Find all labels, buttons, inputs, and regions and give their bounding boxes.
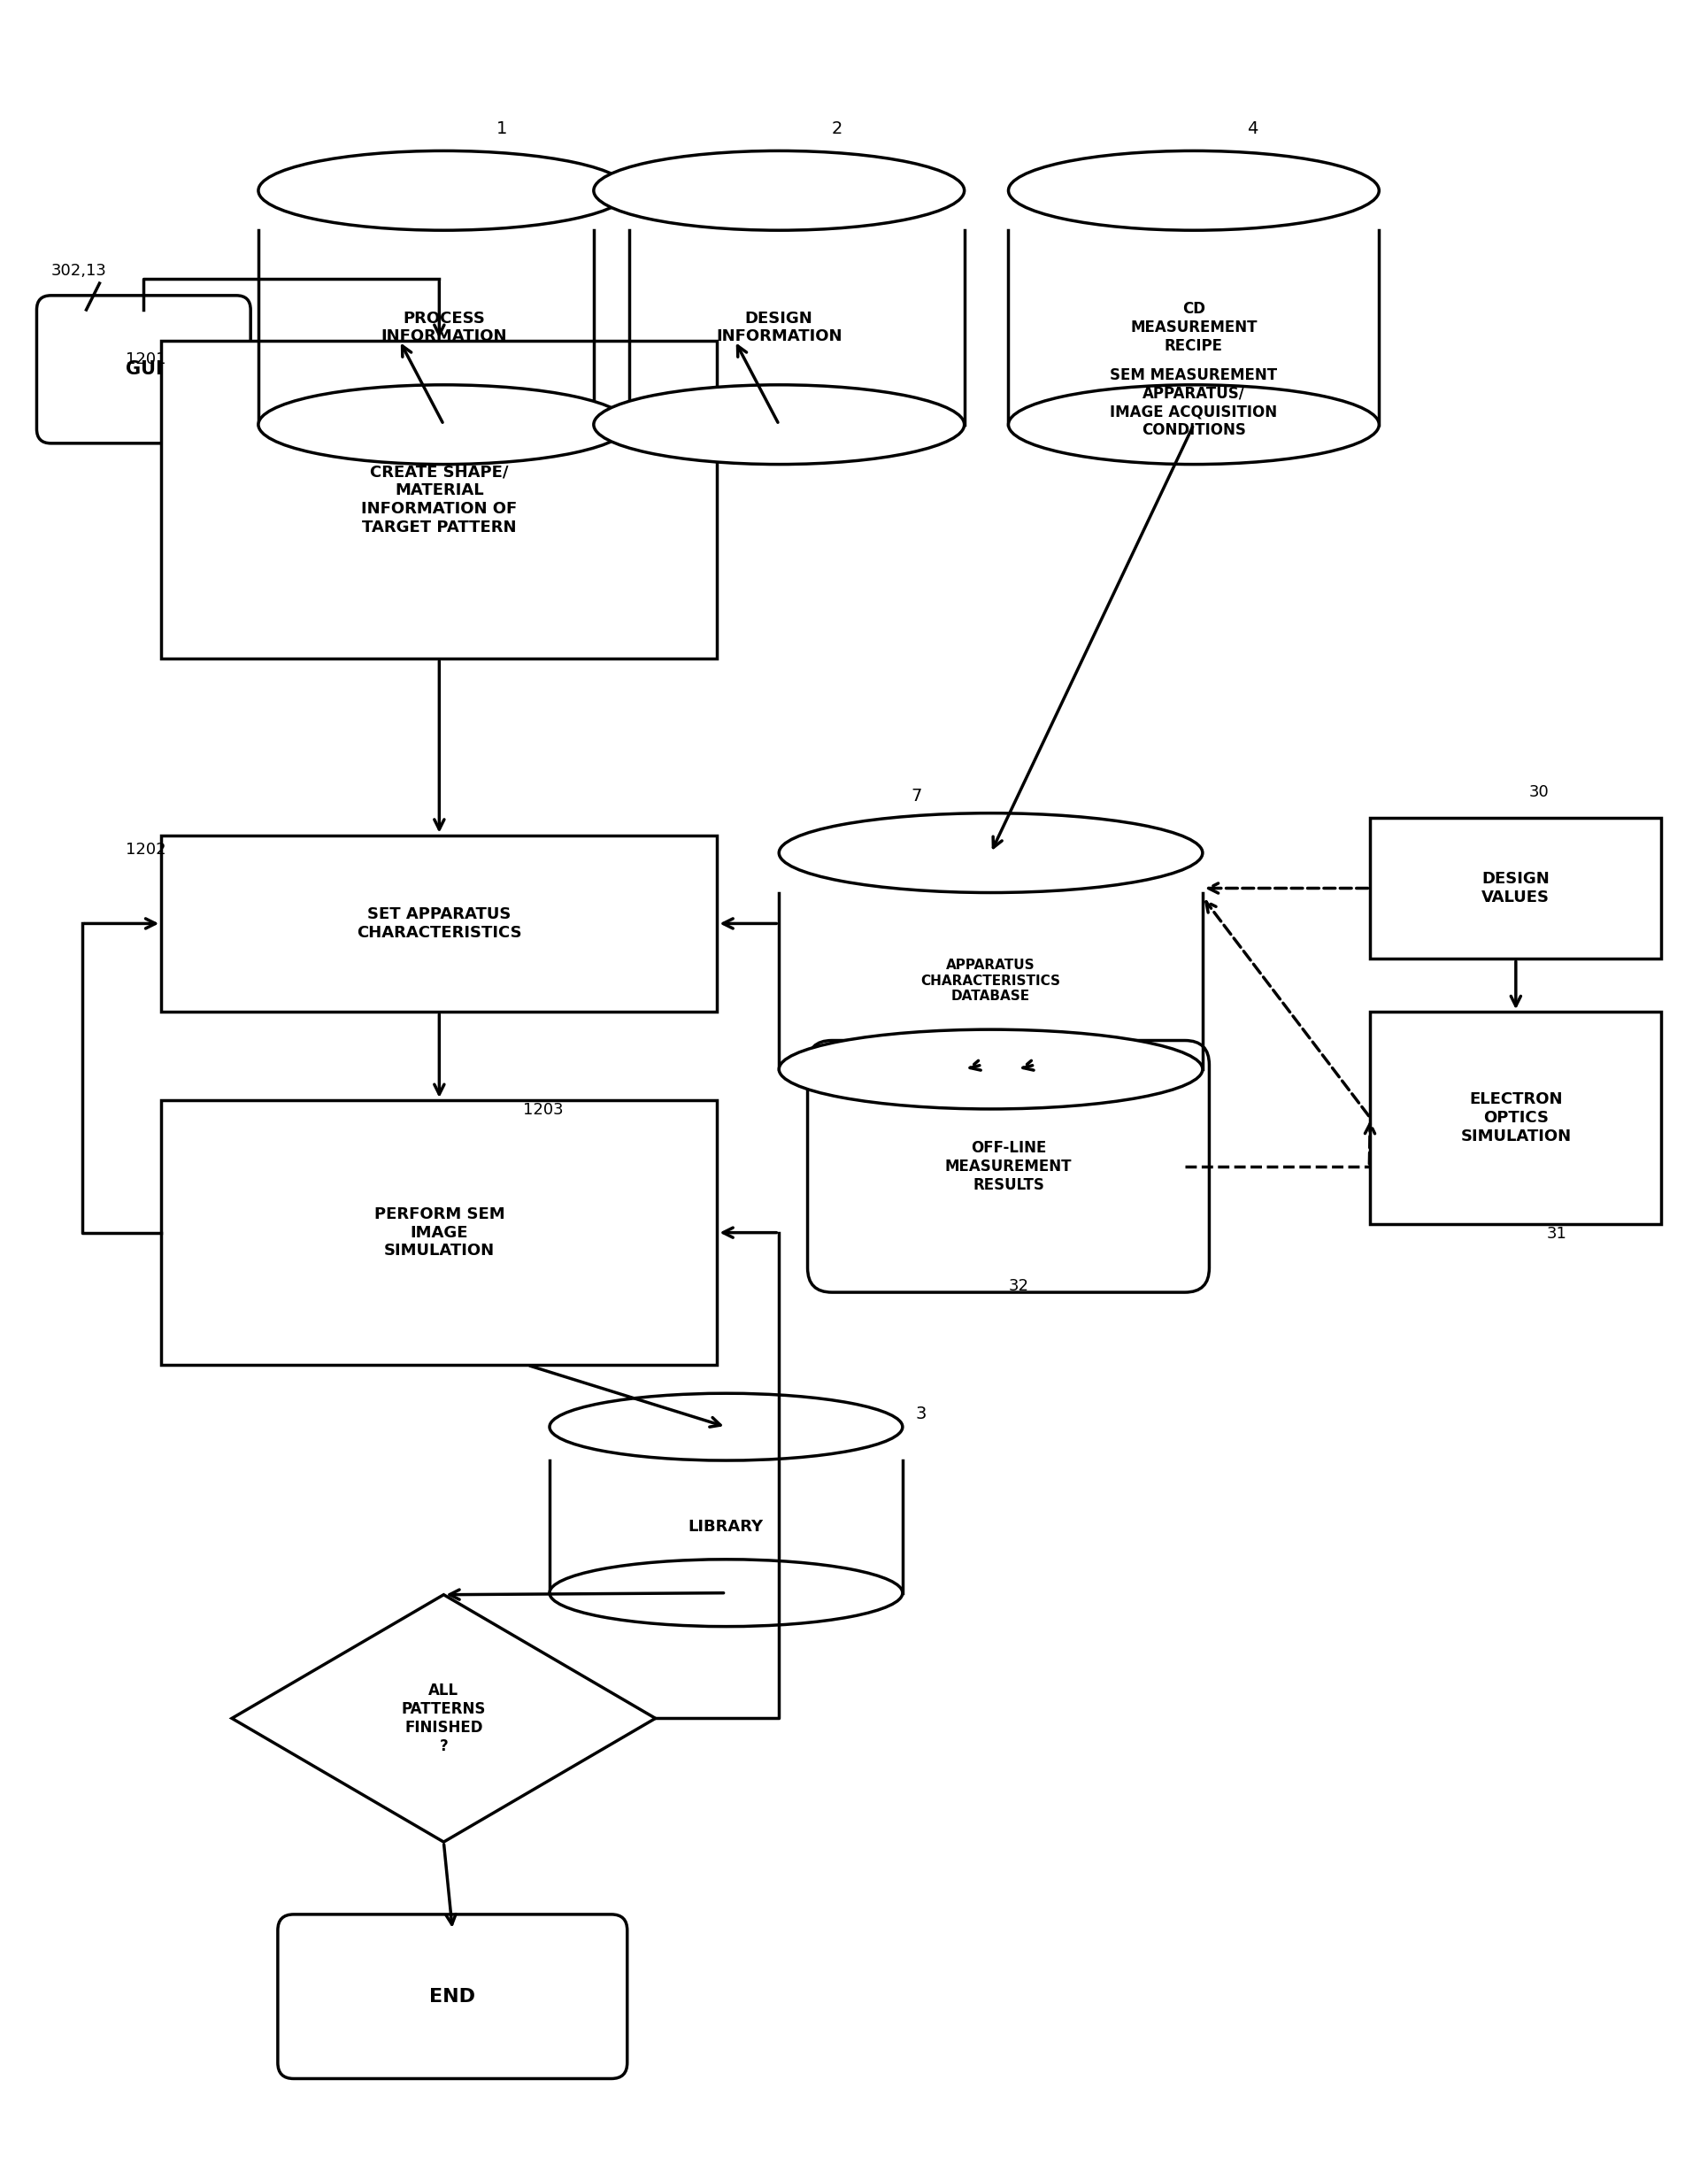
Bar bbox=[161, 835, 717, 1012]
Polygon shape bbox=[550, 1461, 902, 1594]
Bar bbox=[161, 1101, 717, 1365]
Text: 3: 3 bbox=[915, 1406, 926, 1424]
Text: ALL
PATTERNS
FINISHED
?: ALL PATTERNS FINISHED ? bbox=[401, 1683, 485, 1755]
Ellipse shape bbox=[550, 1559, 902, 1626]
Text: PERFORM SEM
IMAGE
SIMULATION: PERFORM SEM IMAGE SIMULATION bbox=[374, 1206, 504, 1260]
Ellipse shape bbox=[779, 1029, 1202, 1110]
FancyBboxPatch shape bbox=[36, 296, 251, 443]
Ellipse shape bbox=[593, 386, 963, 464]
Text: APPARATUS
CHARACTERISTICS
DATABASE: APPARATUS CHARACTERISTICS DATABASE bbox=[921, 959, 1061, 1003]
Polygon shape bbox=[1008, 231, 1378, 425]
Bar bbox=[1370, 818, 1660, 959]
Bar bbox=[1370, 1012, 1660, 1223]
Ellipse shape bbox=[550, 1393, 902, 1461]
Ellipse shape bbox=[593, 150, 963, 231]
Text: ELECTRON
OPTICS
SIMULATION: ELECTRON OPTICS SIMULATION bbox=[1460, 1092, 1570, 1144]
Text: SEM MEASUREMENT
APPARATUS/
IMAGE ACQUISITION
CONDITIONS: SEM MEASUREMENT APPARATUS/ IMAGE ACQUISI… bbox=[1110, 366, 1278, 438]
Text: SET APPARATUS
CHARACTERISTICS: SET APPARATUS CHARACTERISTICS bbox=[357, 907, 521, 942]
Text: 7: 7 bbox=[910, 787, 922, 804]
Ellipse shape bbox=[1008, 386, 1378, 464]
Text: 1: 1 bbox=[497, 120, 507, 137]
Ellipse shape bbox=[258, 150, 629, 231]
Text: 30: 30 bbox=[1529, 785, 1549, 800]
Text: END: END bbox=[429, 1988, 475, 2006]
Polygon shape bbox=[593, 231, 963, 425]
FancyBboxPatch shape bbox=[808, 1040, 1209, 1293]
Text: CREATE SHAPE/
MATERIAL
INFORMATION OF
TARGET PATTERN: CREATE SHAPE/ MATERIAL INFORMATION OF TA… bbox=[360, 464, 518, 536]
Text: 1203: 1203 bbox=[523, 1101, 564, 1118]
Text: DESIGN
INFORMATION: DESIGN INFORMATION bbox=[716, 310, 842, 344]
Polygon shape bbox=[258, 231, 629, 425]
Text: GUI: GUI bbox=[125, 360, 162, 379]
Text: DESIGN
VALUES: DESIGN VALUES bbox=[1481, 872, 1549, 905]
Text: CD
MEASUREMENT
RECIPE: CD MEASUREMENT RECIPE bbox=[1129, 301, 1257, 353]
Text: 2: 2 bbox=[832, 120, 842, 137]
Ellipse shape bbox=[258, 386, 629, 464]
Ellipse shape bbox=[779, 813, 1202, 892]
Text: 31: 31 bbox=[1546, 1225, 1566, 1240]
Ellipse shape bbox=[1008, 150, 1378, 231]
Text: 4: 4 bbox=[1247, 120, 1257, 137]
Text: 302,13: 302,13 bbox=[51, 264, 106, 279]
Text: PROCESS
INFORMATION: PROCESS INFORMATION bbox=[381, 310, 507, 344]
Text: LIBRARY: LIBRARY bbox=[688, 1519, 763, 1535]
FancyBboxPatch shape bbox=[278, 1914, 627, 2080]
Polygon shape bbox=[779, 892, 1202, 1068]
Text: 32: 32 bbox=[1008, 1277, 1028, 1295]
Text: 1202: 1202 bbox=[126, 841, 166, 857]
Bar bbox=[161, 340, 717, 658]
Text: 1201: 1201 bbox=[126, 351, 166, 366]
Polygon shape bbox=[232, 1596, 656, 1842]
Text: OFF-LINE
MEASUREMENT
RESULTS: OFF-LINE MEASUREMENT RESULTS bbox=[945, 1140, 1071, 1192]
